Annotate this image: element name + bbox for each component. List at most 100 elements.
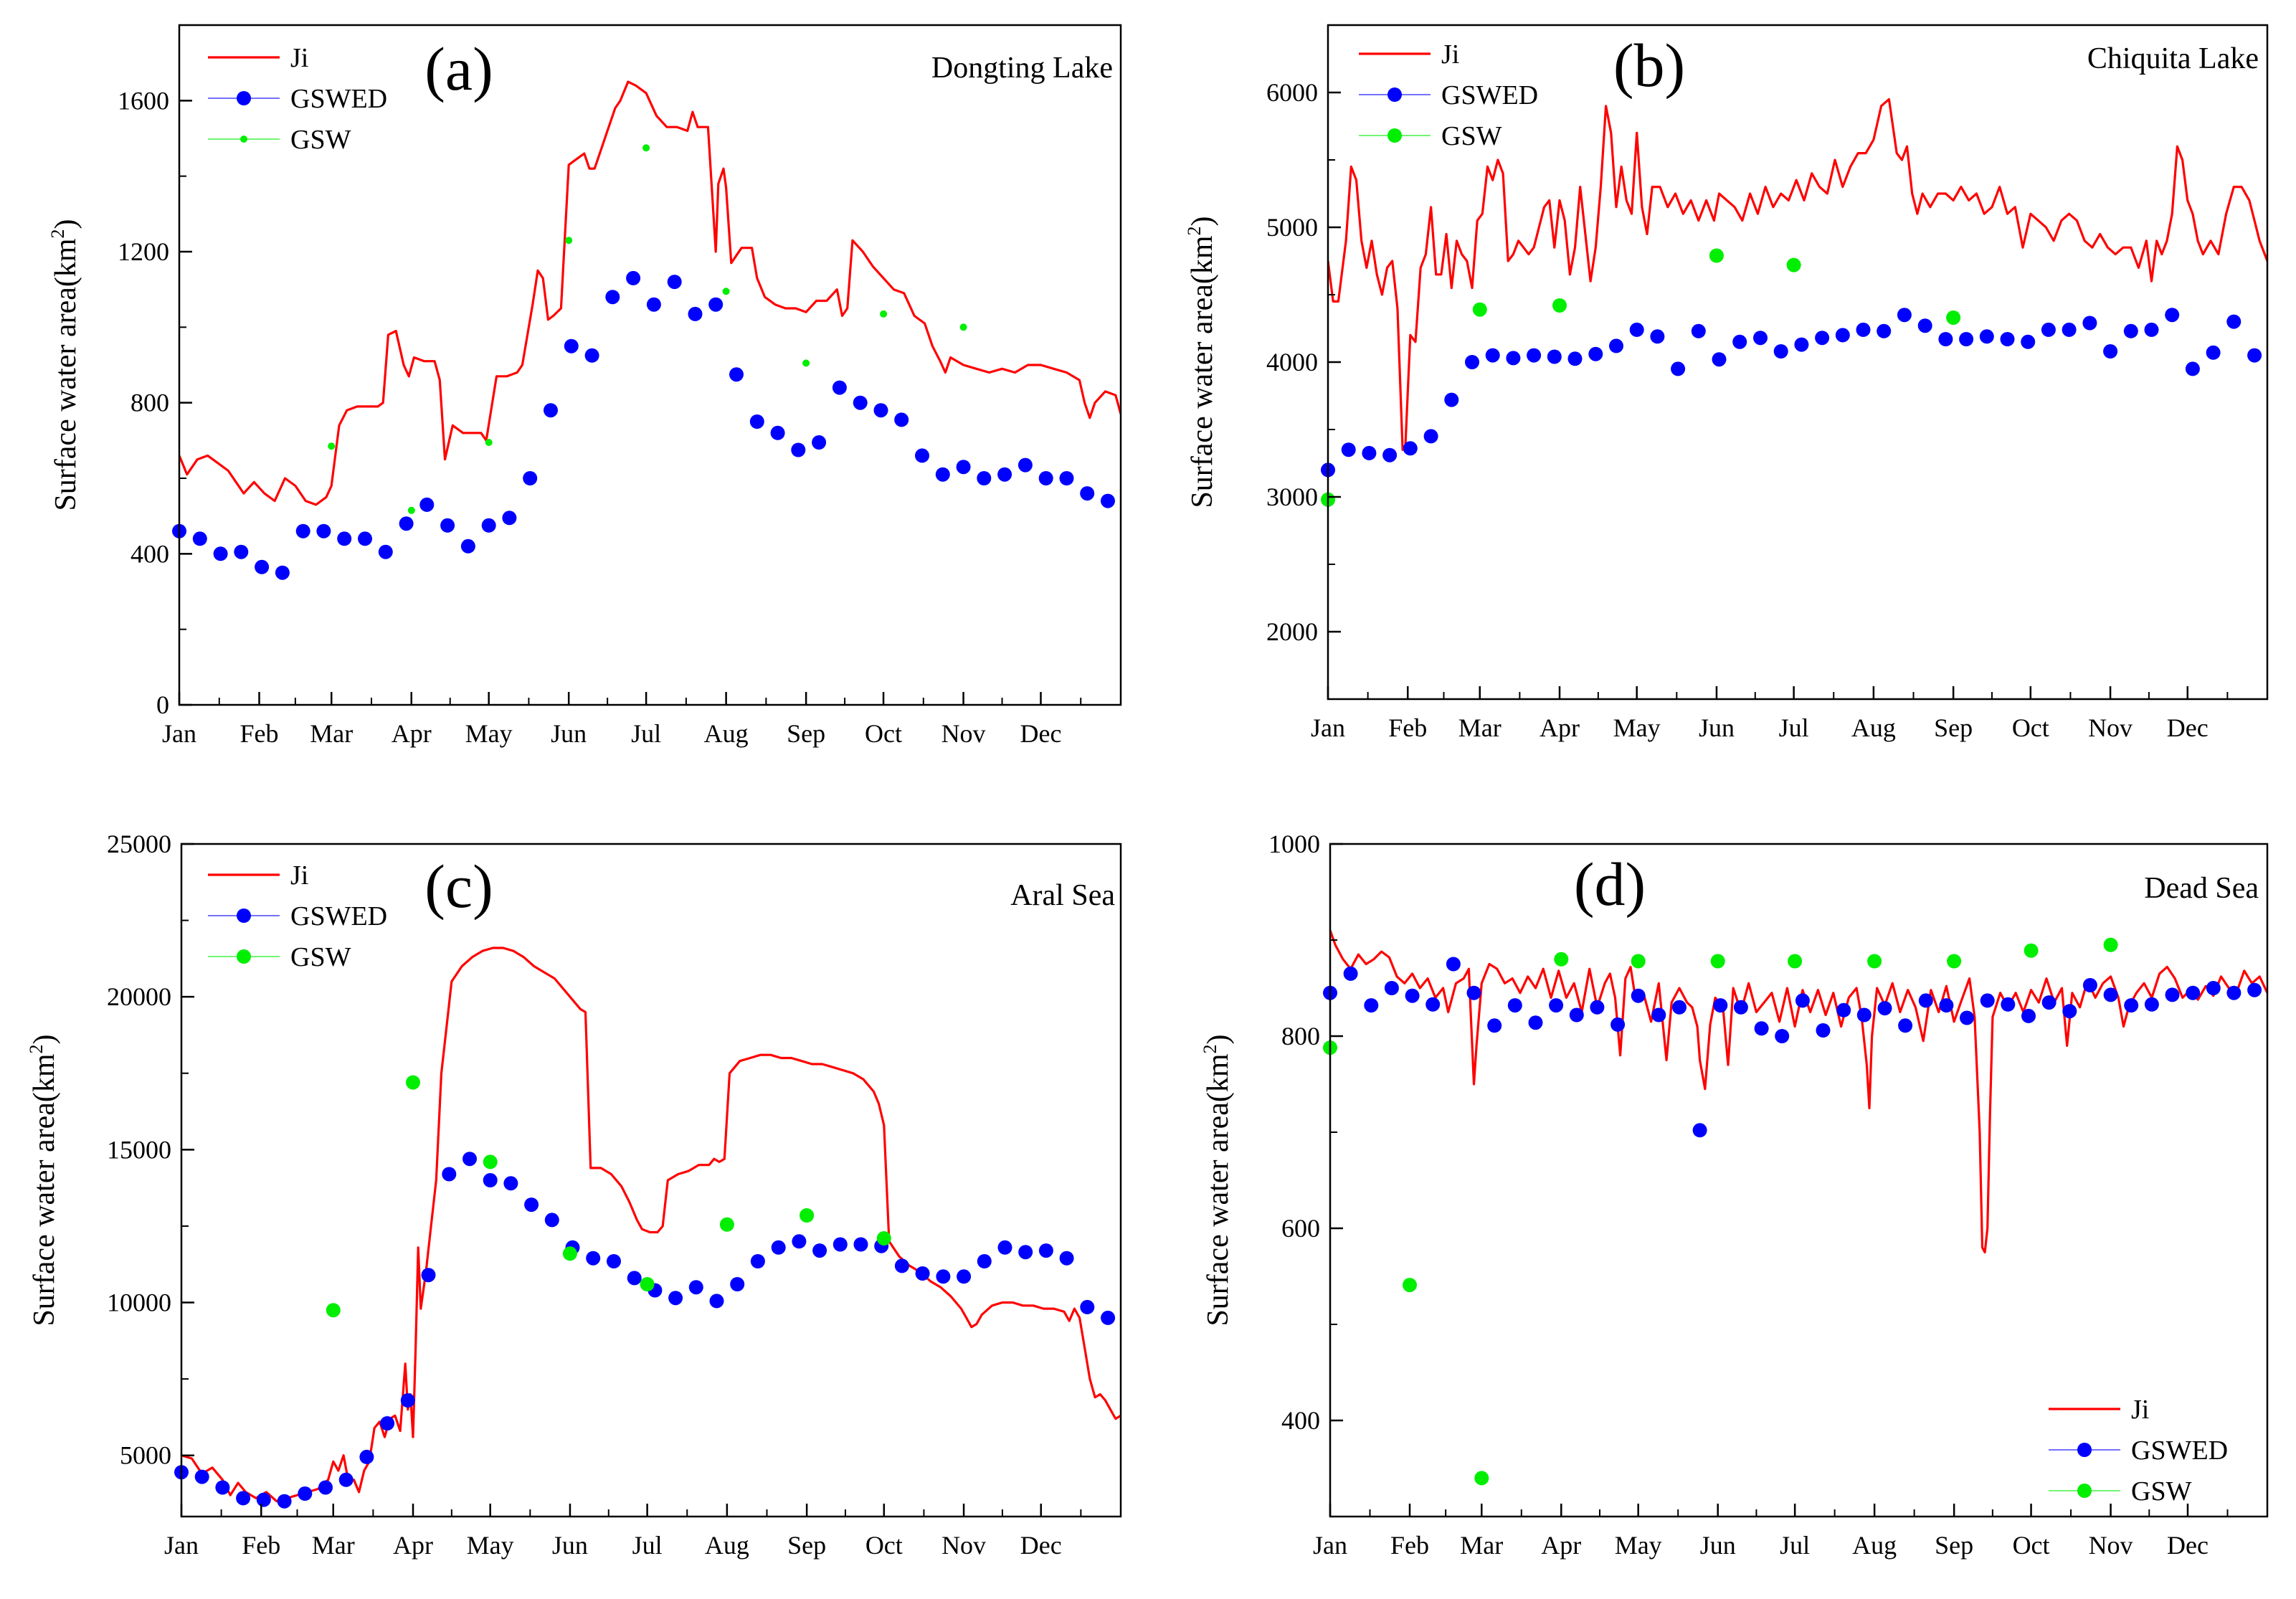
data-point-gswed [318, 1480, 333, 1495]
data-point-gswed [2165, 308, 2180, 323]
data-point-gswed [1754, 1021, 1769, 1036]
legend-label: GSW [290, 125, 351, 155]
data-point-gswed [421, 1268, 436, 1283]
y-tick-label: 1600 [118, 86, 169, 115]
data-point-gswed [2000, 332, 2015, 346]
y-axis-title-close: ) [49, 219, 82, 229]
data-point-gswed [2001, 997, 2016, 1012]
data-point-gswed [997, 1240, 1012, 1255]
chart-panel-a: 0 400 800 1200 1600 Jan Feb Mar Apr May Jun Jul Aug S… [47, 24, 1122, 748]
data-point-gswed [1938, 332, 1953, 346]
legend-label: GSWED [1441, 80, 1538, 110]
data-point-gswed [2103, 987, 2118, 1002]
data-point-gswed [419, 497, 435, 512]
series-line-ji [1330, 930, 2267, 1254]
x-tick-label: Dec [1020, 719, 1062, 748]
chart-title: Dongting Lake [931, 52, 1113, 85]
y-axis-title-main: Surface water area(km [28, 1053, 61, 1326]
x-tick-label: Jul [1779, 713, 1809, 742]
data-point-gswed [1444, 392, 1459, 407]
x-tick-label: Oct [2012, 713, 2049, 742]
data-point-gswed [1343, 966, 1358, 981]
data-point-gswed [957, 1269, 972, 1284]
x-tick-label: Sep [1935, 1531, 1973, 1560]
y-axis-title-sup: 2 [26, 1044, 47, 1053]
panel-label: (a) [424, 34, 493, 103]
x-tick-label: Oct [865, 719, 902, 748]
data-point-gswed [936, 1269, 951, 1284]
legend-label: GSWED [290, 84, 387, 114]
data-point-gsw [1709, 248, 1724, 263]
data-point-gswed [1856, 1007, 1872, 1022]
data-point-gswed [1733, 1000, 1748, 1015]
x-tick-label: Apr [1541, 1531, 1581, 1560]
data-point-gswed [1466, 985, 1481, 1000]
data-point-gswed [524, 1197, 539, 1213]
data-point-gswed [1691, 323, 1706, 338]
data-point-gsw [802, 359, 810, 367]
y-tick-label: 15000 [107, 1135, 171, 1164]
legend-swatch-marker-gswed [1387, 87, 1402, 102]
data-point-gswed [399, 516, 414, 531]
data-point-gsw [1554, 952, 1569, 967]
x-tick-label: Mar [312, 1531, 355, 1560]
data-point-gsw [640, 1277, 655, 1291]
x-tick-label: Jun [1700, 1531, 1736, 1560]
data-point-gswed [894, 412, 909, 427]
x-tick-label: Sep [787, 719, 825, 748]
data-point-gswed [729, 367, 744, 382]
data-point-gswed [1423, 429, 1438, 444]
data-point-gsw [562, 1246, 577, 1261]
data-point-gswed [481, 518, 496, 533]
data-point-gswed [832, 380, 847, 395]
y-axis-title-close: ) [1202, 1034, 1235, 1044]
legend-label: Ji [290, 43, 308, 73]
data-point-gswed [1101, 1310, 1116, 1325]
legend-label: GSW [2131, 1476, 2192, 1507]
data-point-gswed [1672, 1000, 1687, 1015]
data-point-gswed [2021, 334, 2036, 349]
data-point-gswed [853, 395, 868, 410]
data-point-gswed [1059, 471, 1074, 485]
data-point-gswed [564, 338, 579, 354]
data-point-gsw [719, 1217, 734, 1232]
data-point-gswed [1773, 344, 1788, 359]
data-point-gswed [792, 1234, 807, 1249]
data-point-gswed [378, 544, 393, 559]
data-point-gswed [1549, 998, 1564, 1013]
data-point-gsw [880, 310, 888, 318]
data-point-gswed [1979, 329, 1994, 344]
x-tick-label: Jun [552, 1531, 588, 1560]
data-point-gswed [873, 403, 888, 418]
data-point-gswed [1364, 998, 1379, 1013]
data-point-gswed [894, 1258, 909, 1273]
x-tick-label: May [1613, 713, 1661, 742]
data-point-gswed [1856, 322, 1871, 337]
data-point-gswed [1732, 334, 1747, 349]
data-point-gswed [1713, 998, 1728, 1013]
data-point-gswed [1877, 1001, 1892, 1016]
data-point-gswed [2144, 322, 2159, 337]
data-point-gswed [1382, 447, 1398, 462]
data-point-gswed [977, 471, 992, 485]
data-point-gsw [800, 1208, 815, 1223]
data-point-gswed [935, 467, 950, 482]
legend-label: Ji [290, 860, 308, 891]
data-point-gswed [483, 1173, 498, 1187]
data-point-gswed [316, 523, 331, 538]
series-line-ji [1328, 98, 2267, 451]
x-tick-label: Dec [2167, 1531, 2209, 1560]
y-axis-title-main: Surface water area(km [1202, 1053, 1235, 1326]
y-tick-label: 10000 [107, 1289, 171, 1317]
x-tick-label: Jul [631, 719, 661, 748]
y-axis-title: Surface water area(km2) [1184, 216, 1219, 508]
data-point-gswed [275, 565, 290, 580]
x-tick-label: Jan [1313, 1531, 1347, 1560]
data-point-gswed [1712, 352, 1727, 367]
legend-label: GSWED [290, 901, 387, 931]
data-point-gswed [1506, 351, 1521, 366]
x-tick-label: Jun [551, 719, 587, 748]
data-point-gswed [192, 531, 207, 546]
data-point-gswed [1018, 1245, 1033, 1260]
x-tick-label: Sep [1934, 713, 1973, 742]
